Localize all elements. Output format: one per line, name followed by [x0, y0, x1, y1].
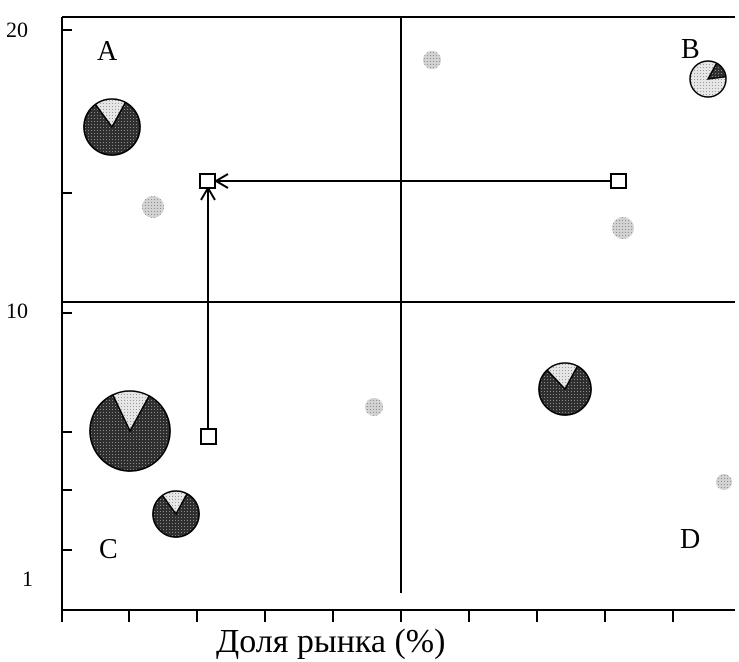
ghost-markers — [142, 51, 732, 490]
pie-slice-dark — [89, 393, 171, 472]
square-marker-start — [610, 173, 627, 189]
ghost-circle — [423, 51, 441, 69]
pie-slice-dark — [538, 365, 592, 416]
pie-chart-a-large — [83, 98, 141, 156]
ghost-circle — [142, 196, 164, 218]
square-marker-end — [200, 428, 217, 445]
pie-slice-dark — [83, 101, 141, 156]
pie-chart-c-largest — [89, 390, 171, 472]
square-markers — [199, 173, 627, 445]
x-ticks — [61, 610, 674, 622]
y-tick-label-middle: 10 — [6, 298, 28, 323]
quadrant-label-c: C — [99, 534, 118, 565]
pie-slice-dark — [152, 492, 200, 538]
pie-chart-d-medium — [538, 362, 592, 416]
pie-chart-b-small — [689, 60, 727, 98]
y-tick-label-bottom: 1 — [22, 566, 33, 591]
y-ticks — [62, 29, 72, 551]
x-axis-title: Доля рынка (%) — [216, 623, 445, 660]
pie-charts — [83, 60, 727, 538]
ghost-circle — [716, 474, 732, 490]
pie-chart-c-small — [152, 490, 200, 538]
ghost-circle — [365, 398, 383, 416]
frame — [61, 16, 735, 611]
quadrant-label-d: D — [680, 524, 700, 555]
ghost-circle — [612, 217, 634, 239]
quadrant-label-a: A — [97, 36, 118, 67]
pie-slice-dark — [706, 62, 727, 80]
square-marker-waypoint — [199, 173, 216, 189]
quadrant-label-b: B — [681, 34, 700, 65]
y-tick-label-top: 20 — [6, 17, 28, 42]
